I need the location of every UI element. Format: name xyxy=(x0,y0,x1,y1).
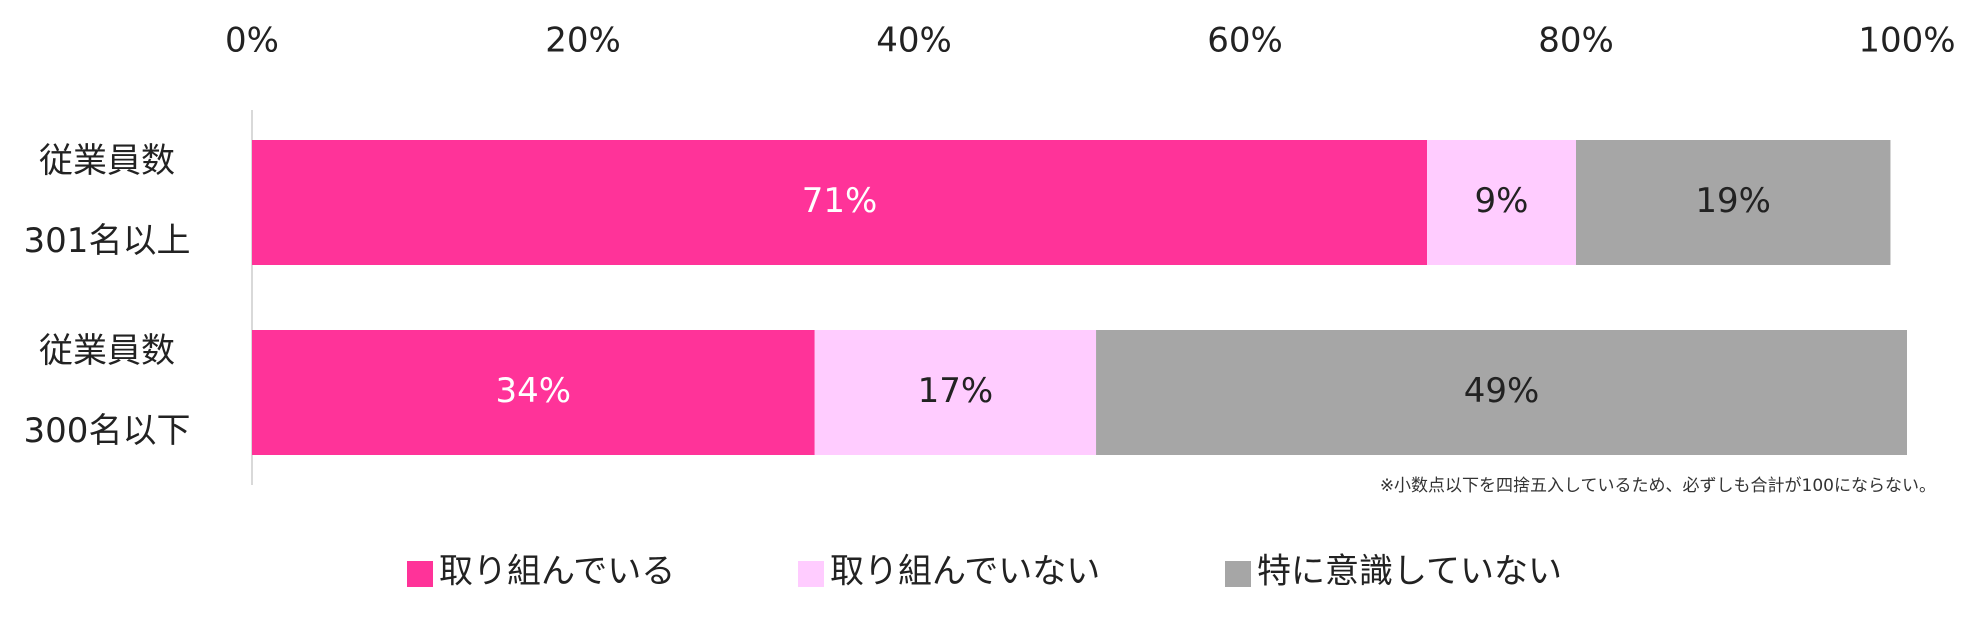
bar-segment xyxy=(1427,140,1576,265)
x-tick-label: 80% xyxy=(1538,21,1614,61)
legend-swatch xyxy=(1225,561,1251,587)
bar-segment xyxy=(1096,330,1907,455)
bar-segment xyxy=(1576,140,1891,265)
legend-swatch xyxy=(798,561,824,587)
category-label: 従業員数 xyxy=(39,141,175,181)
bar-segment xyxy=(252,140,1428,265)
category-label: 従業員数 xyxy=(39,331,175,371)
legend-label: 特に意識していない xyxy=(1257,552,1562,592)
category-label: 301名以上 xyxy=(24,221,191,261)
note: ※小数点以下を四捨五入しているため、必ずしも合計が100にならない。 xyxy=(1380,476,1936,496)
x-tick-label: 0% xyxy=(225,21,279,61)
legend-label: 取り組んでいる xyxy=(439,552,675,592)
value-label: 49% xyxy=(1464,371,1540,411)
value-label: 17% xyxy=(918,371,994,411)
x-tick-label: 20% xyxy=(545,21,621,61)
bar-segment xyxy=(814,330,1097,455)
value-label: 34% xyxy=(496,371,572,411)
value-label: 71% xyxy=(802,181,878,221)
value-label: 9% xyxy=(1475,181,1529,221)
category-label: 300名以下 xyxy=(24,411,191,451)
x-tick-label: 40% xyxy=(876,21,952,61)
legend-label: 取り組んでいない xyxy=(830,552,1100,592)
x-tick-label: 60% xyxy=(1207,21,1283,61)
value-label: 19% xyxy=(1695,181,1771,221)
bar-segment xyxy=(252,330,815,455)
legend-swatch xyxy=(407,561,433,587)
x-tick-label: 100% xyxy=(1858,21,1955,61)
